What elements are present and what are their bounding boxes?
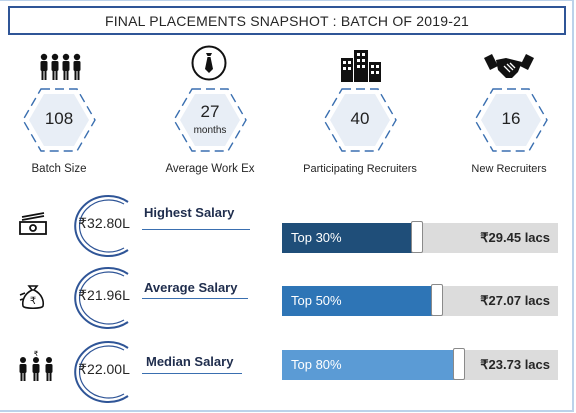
tie-icon (191, 45, 227, 81)
average-salary-underline (142, 298, 248, 299)
stat-value: 40 (350, 109, 370, 128)
group-icon (40, 53, 81, 80)
median-salary-underline (142, 373, 242, 374)
median-salary-bar-fill (282, 350, 459, 380)
page-title: FINAL PLACEMENTS SNAPSHOT : BATCH OF 201… (104, 12, 470, 29)
buildings-icon (341, 50, 381, 82)
money-bag-icon: ₹ (19, 285, 45, 310)
highest-salary-bar-fill (282, 223, 417, 253)
stat-average-work-ex: 27 months (170, 85, 250, 155)
average-salary-circle: ₹21.96L (62, 262, 144, 334)
median-salary-bar: Top 80% ₹23.73 lacs (282, 348, 558, 380)
hexagon-badge (474, 88, 548, 152)
median-salary-label: Median Salary (146, 354, 234, 369)
salary-ring (74, 267, 129, 329)
average-salary-label: Average Salary (144, 280, 238, 295)
median-salary-bar-value: ₹23.73 lacs (480, 357, 550, 372)
hexagon-badge (22, 88, 96, 152)
highest-salary-circle: ₹32.80L (62, 190, 144, 262)
highest-salary-bar-label: Top 30% (291, 230, 342, 245)
highest-salary-underline (142, 229, 250, 230)
median-salary-bar-handle (453, 348, 465, 380)
median-salary-amount: ₹22.00L (78, 361, 130, 377)
svg-text:₹: ₹ (34, 350, 39, 358)
hexagon-badge (323, 88, 397, 152)
average-salary-bar: Top 50% ₹27.07 lacs (282, 284, 558, 316)
stat-label: Average Work Ex (165, 163, 255, 175)
title-box: FINAL PLACEMENTS SNAPSHOT : BATCH OF 201… (8, 6, 566, 35)
highest-salary-amount: ₹32.80L (78, 215, 130, 231)
stat-unit: months (193, 125, 227, 136)
salary-ring (74, 341, 129, 403)
median-salary-bar-label: Top 80% (291, 357, 342, 372)
stat-label: Participating Recruiters (303, 163, 417, 175)
highest-salary-bar-handle (411, 221, 423, 253)
hexagon-badge (173, 88, 247, 152)
average-salary-bar-fill (282, 286, 437, 316)
stat-label: Batch Size (31, 163, 87, 175)
handshake-icon (484, 54, 534, 78)
stat-label: New Recruiters (471, 163, 547, 175)
median-salary-circle: ₹22.00L (62, 336, 144, 408)
average-salary-amount: ₹21.96L (78, 287, 130, 303)
stat-new-recruiters: 16 (471, 85, 551, 155)
stat-value: 27 (200, 102, 220, 121)
highest-salary-label: Highest Salary (144, 205, 235, 220)
average-salary-bar-value: ₹27.07 lacs (480, 293, 550, 308)
average-salary-bar-handle (431, 284, 443, 316)
highest-salary-bar-value: ₹29.45 lacs (480, 230, 550, 245)
money-icon (19, 212, 47, 235)
average-salary-bar-label: Top 50% (291, 293, 342, 308)
stat-batch-size: 108 (19, 85, 99, 155)
svg-text:₹: ₹ (30, 296, 36, 307)
stat-participating-recruiters: 40 (320, 85, 400, 155)
stat-value: 108 (44, 109, 74, 128)
stat-value: 16 (501, 109, 521, 128)
people-money-icon: ₹ (19, 350, 53, 381)
highest-salary-bar: Top 30% ₹29.45 lacs (282, 221, 558, 253)
salary-ring (74, 195, 129, 257)
